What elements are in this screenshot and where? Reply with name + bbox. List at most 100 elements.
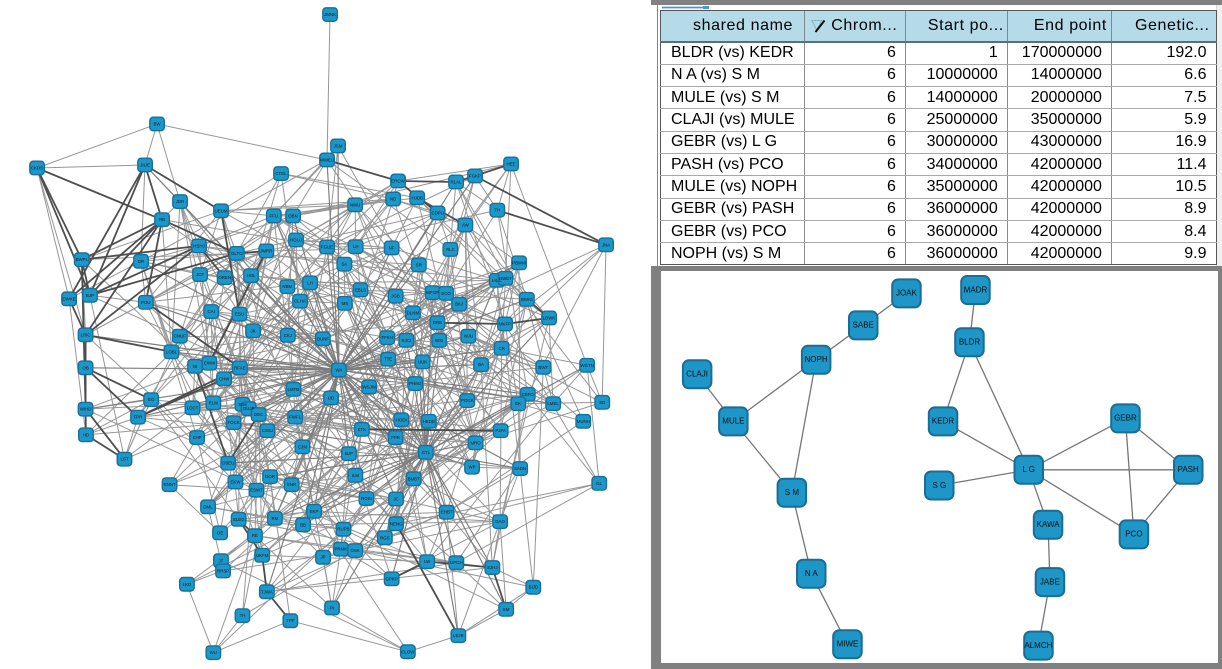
svg-text:CHW: CHW bbox=[219, 376, 230, 381]
svg-text:DLNM: DLNM bbox=[407, 310, 420, 315]
svg-text:OB: OB bbox=[82, 365, 88, 370]
svg-text:EK: EK bbox=[515, 401, 521, 406]
svg-text:GLTO: GLTO bbox=[231, 251, 243, 256]
svg-text:CAI: CAI bbox=[208, 309, 215, 314]
svg-text:CTEL: CTEL bbox=[275, 171, 287, 176]
svg-text:JMNK: JMNK bbox=[324, 12, 336, 17]
svg-text:LEJB: LEJB bbox=[453, 633, 464, 638]
svg-text:PHMJ: PHMJ bbox=[409, 381, 421, 386]
svg-text:WFOP: WFOP bbox=[426, 290, 439, 295]
svg-text:HJDB: HJDB bbox=[411, 195, 423, 200]
svg-text:HODI: HODI bbox=[396, 417, 407, 422]
svg-text:SIJD: SIJD bbox=[529, 585, 539, 590]
svg-text:SADN: SADN bbox=[514, 466, 526, 471]
svg-text:JOAK: JOAK bbox=[896, 289, 918, 298]
svg-text:L G: L G bbox=[1022, 465, 1035, 474]
svg-text:PJPA: PJPA bbox=[495, 428, 506, 433]
svg-text:CNUF: CNUF bbox=[174, 334, 187, 339]
svg-text:JNA: JNA bbox=[602, 242, 610, 247]
svg-text:MIWE: MIWE bbox=[837, 640, 859, 649]
svg-text:HOL: HOL bbox=[247, 273, 257, 278]
svg-text:HOUJ: HOUJ bbox=[290, 237, 302, 242]
svg-text:CR: CR bbox=[499, 346, 505, 351]
svg-text:NF: NF bbox=[389, 246, 395, 251]
svg-text:NI: NI bbox=[193, 364, 197, 369]
svg-text:JIUE: JIUE bbox=[140, 163, 150, 168]
svg-text:RUPB: RUPB bbox=[337, 527, 349, 532]
svg-text:RGS: RGS bbox=[380, 535, 390, 540]
svg-text:FFU: FFU bbox=[270, 213, 279, 218]
svg-text:POU: POU bbox=[141, 300, 151, 305]
svg-text:JK: JK bbox=[250, 328, 255, 333]
svg-text:HSHJ: HSHJ bbox=[193, 243, 204, 248]
svg-text:JABE: JABE bbox=[1040, 577, 1060, 586]
svg-text:EO: EO bbox=[148, 397, 155, 402]
svg-text:DEC: DEC bbox=[254, 412, 263, 417]
svg-text:GUJP: GUJP bbox=[243, 406, 255, 411]
svg-text:HEE: HEE bbox=[506, 162, 515, 167]
svg-text:S G: S G bbox=[932, 481, 946, 490]
svg-text:LOBL: LOBL bbox=[166, 349, 178, 354]
svg-text:WSJW: WSJW bbox=[362, 385, 376, 390]
svg-text:EBLS: EBLS bbox=[355, 287, 366, 292]
svg-text:SA: SA bbox=[341, 262, 347, 267]
svg-text:FPR: FPR bbox=[391, 435, 400, 440]
svg-text:HD: HD bbox=[83, 432, 89, 437]
svg-text:LW: LW bbox=[424, 559, 431, 564]
svg-text:FGUE: FGUE bbox=[321, 245, 333, 250]
svg-text:RFAE: RFAE bbox=[234, 365, 246, 370]
svg-text:DRE: DRE bbox=[433, 320, 442, 325]
svg-text:N A: N A bbox=[805, 569, 819, 578]
svg-text:BLDR: BLDR bbox=[959, 338, 981, 347]
svg-text:PBWM: PBWM bbox=[512, 260, 526, 265]
svg-text:BWT: BWT bbox=[538, 365, 548, 370]
svg-text:RNNT: RNNT bbox=[163, 482, 176, 487]
svg-text:CLOW: CLOW bbox=[401, 649, 415, 654]
svg-text:NOPH: NOPH bbox=[805, 355, 828, 364]
svg-text:OSEU: OSEU bbox=[222, 461, 234, 466]
svg-text:WGTN: WGTN bbox=[580, 363, 593, 368]
svg-text:LKD: LKD bbox=[183, 582, 192, 587]
svg-text:UKFM: UKFM bbox=[256, 553, 269, 558]
svg-text:BJP: BJP bbox=[345, 451, 353, 456]
svg-text:WA: WA bbox=[335, 368, 342, 373]
svg-text:ALMCH: ALMCH bbox=[1024, 641, 1052, 650]
svg-text:EKP: EKP bbox=[310, 509, 319, 514]
svg-text:OSK: OSK bbox=[350, 548, 359, 553]
svg-text:OE: OE bbox=[217, 530, 223, 535]
svg-text:GAO: GAO bbox=[495, 519, 505, 524]
svg-text:LBWK: LBWK bbox=[543, 316, 556, 321]
svg-text:LST: LST bbox=[120, 457, 128, 462]
svg-text:BJP: BJP bbox=[86, 293, 94, 298]
svg-text:TH: TH bbox=[240, 613, 246, 618]
svg-text:BWPL: BWPL bbox=[76, 257, 89, 262]
svg-text:UEUM: UEUM bbox=[215, 208, 228, 213]
svg-text:FWFL: FWFL bbox=[289, 415, 302, 420]
svg-text:RE: RE bbox=[252, 533, 258, 538]
svg-text:NENG: NENG bbox=[390, 521, 403, 526]
svg-text:LH: LH bbox=[307, 280, 313, 285]
svg-text:FPR: FPR bbox=[134, 415, 143, 420]
svg-text:EHBT: EHBT bbox=[441, 510, 453, 515]
svg-text:ECO: ECO bbox=[441, 291, 451, 296]
svg-text:HWDT: HWDT bbox=[499, 276, 512, 281]
svg-text:PCO: PCO bbox=[1125, 530, 1142, 539]
svg-text:WP: WP bbox=[468, 465, 475, 470]
svg-text:POGK: POGK bbox=[461, 398, 474, 403]
svg-text:JMRR: JMRR bbox=[260, 249, 272, 254]
svg-text:JP: JP bbox=[320, 555, 325, 560]
svg-text:EHP: EHP bbox=[193, 435, 202, 440]
svg-text:FFKH: FFKH bbox=[381, 335, 392, 340]
svg-text:UD: UD bbox=[328, 396, 334, 401]
svg-text:EKW: EKW bbox=[230, 480, 241, 485]
svg-text:IALC: IALC bbox=[492, 278, 502, 283]
svg-text:GEBR: GEBR bbox=[1114, 414, 1137, 423]
svg-text:KEDR: KEDR bbox=[932, 417, 954, 426]
svg-text:SDII: SDII bbox=[238, 402, 247, 407]
svg-text:JDR: JDR bbox=[176, 199, 185, 204]
svg-text:SR: SR bbox=[416, 262, 422, 267]
svg-text:JGB: JGB bbox=[391, 294, 400, 299]
svg-text:CLAJI: CLAJI bbox=[686, 370, 708, 379]
svg-text:ESU: ESU bbox=[235, 312, 244, 317]
svg-text:WSI: WSI bbox=[435, 338, 443, 343]
